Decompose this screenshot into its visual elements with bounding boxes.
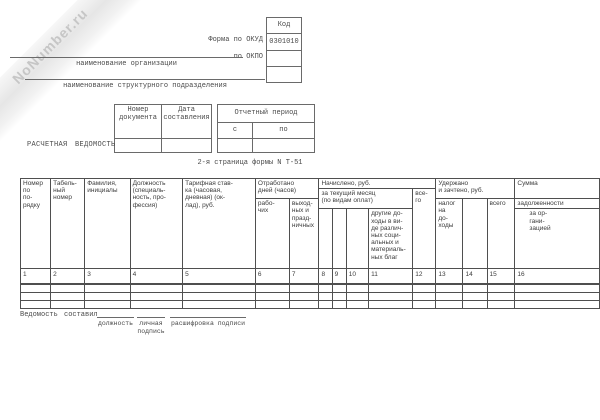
col-header-owed-by-org: за ор- гани- зацией [514, 208, 600, 270]
column-number: 11 [368, 268, 414, 285]
empty-code-cell [267, 67, 301, 82]
column-number: 3 [84, 268, 131, 285]
sum-sub-header-debt: задолженности [514, 198, 600, 210]
col-header-workdays: рабо- чих [254, 198, 290, 270]
column-numbers-row: 1 2 3 4 5 6 7 8 9 10 11 12 13 14 15 16 [19, 268, 600, 285]
column-number: 14 [462, 268, 488, 285]
col-header-total-withheld: всего [486, 198, 516, 270]
column-number: 7 [288, 268, 320, 285]
group-header-withheld: Удержано и зачтено, руб. [435, 177, 516, 200]
signature-line-signature [137, 317, 165, 318]
column-number: 5 [182, 268, 256, 285]
group-header-current-month: за текущий месяц (по видам оплат) [318, 188, 414, 210]
doc-date-header: Дата составления [161, 104, 212, 139]
column-number: 1 [19, 268, 52, 285]
group-header-days-worked: Отработано дней (часов) [254, 177, 320, 200]
column-number: 8 [318, 268, 333, 285]
unit-name-line [25, 79, 265, 80]
prepared-by-label: Ведомость составил [20, 311, 98, 319]
col-header-pay-type-3 [345, 208, 370, 270]
signature-line-position [97, 317, 134, 318]
col-header-income-tax: налог на до- ходы [435, 198, 464, 270]
signature-line-transcript [170, 317, 246, 318]
col-header-personnel-number: Табель- ный номер [50, 177, 86, 270]
col-header-pay-type-1 [318, 208, 333, 270]
form-okud-label: Форма по ОКУД [208, 36, 263, 44]
column-number: 15 [486, 268, 516, 285]
col-header-weekend-days: выход- ных и празд- ничных [288, 198, 320, 270]
code-box: Код 0301010 [266, 17, 302, 83]
column-number: 9 [331, 268, 347, 285]
column-number: 13 [435, 268, 464, 285]
document-title: РАСЧЕТНАЯ ВЕДОМОСТЬ [27, 141, 116, 149]
col-header-name: Фамилия, инициалы [84, 177, 131, 270]
okpo-label: по ОКПО [233, 53, 263, 61]
signature-caption-personal-signature: личная подпись [137, 320, 165, 335]
period-from-header: с [217, 122, 253, 139]
col-header-pay-type-2 [331, 208, 347, 270]
signature-caption-position: должность [97, 320, 134, 327]
col-header-total-accrued: все- го [412, 188, 437, 270]
code-box-title: Код [267, 18, 301, 34]
table-row [19, 299, 600, 309]
period-title: Отчетный период [216, 104, 316, 123]
column-number: 12 [412, 268, 437, 285]
col-header-other-income: другие до- ходы в ви- де различ- ных соц… [368, 208, 414, 270]
column-number: 2 [50, 268, 86, 285]
page-caption: 2-я страница формы N Т-51 [197, 159, 303, 167]
report-period-table: Отчетный период с по [216, 104, 316, 153]
column-number: 10 [345, 268, 370, 285]
table-row [19, 291, 600, 301]
column-number: 4 [129, 268, 184, 285]
period-from-cell [217, 138, 253, 153]
table-row [19, 283, 600, 293]
period-to-cell [251, 138, 316, 153]
col-header-row-number: Номер по по- рядку [19, 177, 52, 270]
group-header-sum: Сумма [514, 177, 600, 200]
doc-number-header: Номер документа [114, 104, 162, 139]
okpo-code-cell [267, 51, 301, 67]
col-header-position: Должность (специаль- ность, про- фессия) [129, 177, 184, 270]
payroll-table: Номер по по- рядку Табель- ный номер Фам… [19, 177, 600, 309]
col-header-rate: Тарифная став- ка (часовая, дневная) (ок… [182, 177, 256, 270]
org-name-line [10, 57, 243, 58]
okud-code-cell: 0301010 [267, 34, 301, 51]
column-number: 16 [514, 268, 600, 285]
period-to-header: по [251, 122, 316, 139]
unit-name-caption: наименование структурного подразделения [63, 82, 227, 90]
group-header-accrued: Начислено, руб. [318, 177, 437, 190]
doc-number-table: Номер документа Дата составления [114, 104, 212, 153]
column-number: 6 [254, 268, 290, 285]
doc-date-cell [161, 138, 212, 153]
col-header-other-withheld [462, 198, 488, 270]
doc-number-cell [114, 138, 162, 153]
signature-caption-transcript: расшифровка подписи [170, 320, 246, 327]
org-name-caption: наименование организации [76, 60, 177, 68]
